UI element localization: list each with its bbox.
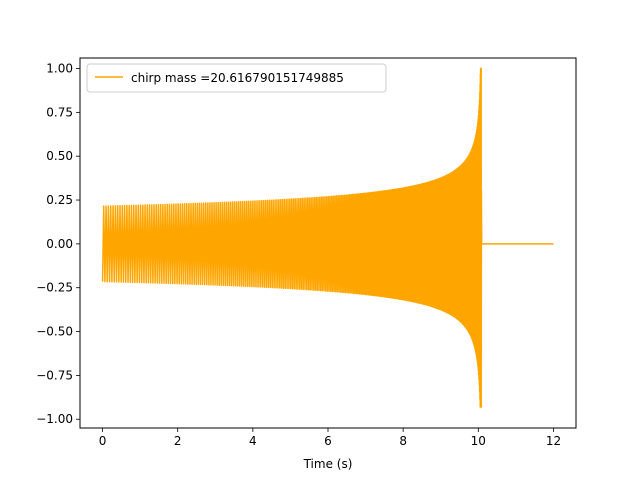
series-line-chirp xyxy=(101,67,554,408)
x-axis-ticks: 0 2 4 6 8 10 12 xyxy=(99,428,561,448)
legend-entry-label: chirp mass =20.616790151749885 xyxy=(131,71,344,85)
y-axis-ticks: −1.00 −0.75 −0.50 −0.25 0.00 0.25 0.50 0.75 1.00 xyxy=(36,62,80,426)
series-layer xyxy=(101,67,554,408)
x-tick-label: 4 xyxy=(249,434,257,448)
x-tick-label: 10 xyxy=(471,434,486,448)
plot-area xyxy=(79,57,577,429)
legend: chirp mass =20.616790151749885 xyxy=(86,63,387,93)
y-tick-label: −0.75 xyxy=(36,368,73,382)
y-tick-label: 1.00 xyxy=(46,62,73,76)
y-tick-label: −0.25 xyxy=(36,281,73,295)
x-axis-label: Time (s) xyxy=(303,457,353,471)
x-tick-label: 0 xyxy=(99,434,107,448)
y-tick-label: 0.50 xyxy=(46,149,73,163)
x-tick-label: 2 xyxy=(174,434,182,448)
x-tick-label: 12 xyxy=(546,434,561,448)
y-tick-label: 0.75 xyxy=(46,105,73,119)
y-tick-label: 0.00 xyxy=(46,237,73,251)
y-tick-label: 0.25 xyxy=(46,193,73,207)
x-tick-label: 8 xyxy=(399,434,407,448)
x-tick-label: 6 xyxy=(324,434,332,448)
y-tick-label: −0.50 xyxy=(36,325,73,339)
y-tick-label: −1.00 xyxy=(36,412,73,426)
legend-box xyxy=(86,63,387,93)
